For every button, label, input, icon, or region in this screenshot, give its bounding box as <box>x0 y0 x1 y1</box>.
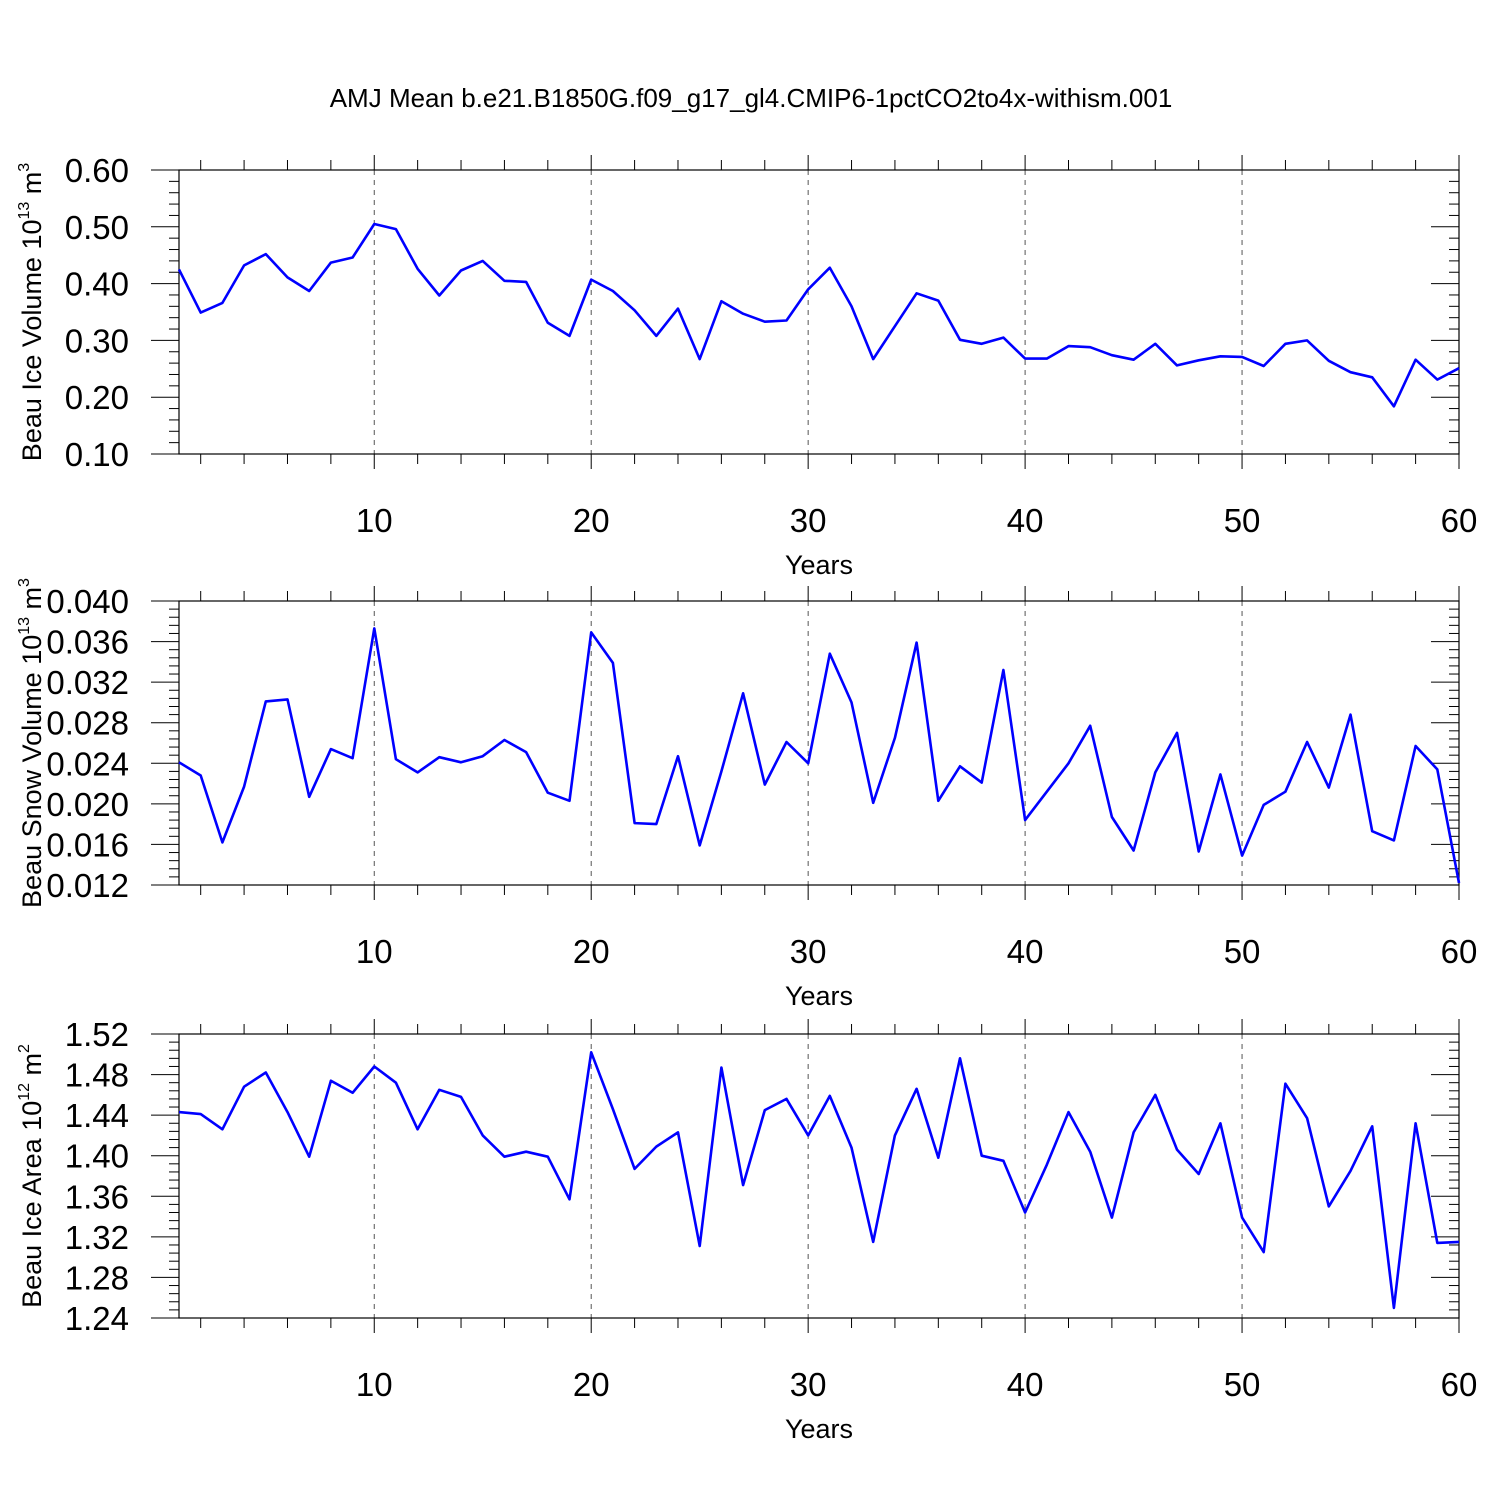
y-axis-label-exponent: 13 <box>16 202 33 220</box>
y-tick-label: 1.28 <box>65 1259 129 1296</box>
x-tick-label: 60 <box>1441 1366 1478 1403</box>
x-tick-label: 60 <box>1441 933 1478 970</box>
series-line <box>178 627 1461 884</box>
y-tick-label: 1.36 <box>65 1178 129 1215</box>
y-axis-label: Beau Snow Volume 1013 m3 <box>16 578 47 908</box>
plot-frame <box>178 169 1460 455</box>
x-tick-label: 40 <box>1007 933 1044 970</box>
x-tick-label: 10 <box>356 1366 393 1403</box>
y-tick-label: 0.012 <box>46 867 129 904</box>
x-tick-label: 10 <box>356 933 393 970</box>
y-tick-label: 1.52 <box>65 1016 129 1053</box>
y-axis-label-text: Beau Snow Volume 10 <box>17 635 47 908</box>
y-axis-label-unit: m <box>17 172 47 202</box>
x-tick-label: 50 <box>1224 502 1261 539</box>
y-axis-label: Beau Ice Area 1012 m2 <box>16 1044 47 1308</box>
x-tick-label: 20 <box>573 1366 610 1403</box>
y-tick-label: 1.24 <box>65 1300 129 1337</box>
x-tick-label: 40 <box>1007 502 1044 539</box>
y-axis-label-unit-exponent: 3 <box>16 578 33 587</box>
y-axis-label-unit: m <box>17 1053 47 1083</box>
y-axis-label-exponent: 13 <box>16 617 33 635</box>
x-axis-label: Years <box>785 981 853 1011</box>
chart-panels: 0.10 0.20 0.30 0.40 0.50 0.60 10 20 30 40 50 60 Year… <box>16 152 1477 1444</box>
y-tick-label: 0.040 <box>46 583 129 620</box>
y-tick-label: 1.32 <box>65 1219 129 1256</box>
x-axis-label: Years <box>785 550 853 580</box>
y-tick-label: 0.40 <box>65 266 129 303</box>
y-axis-label-text: Beau Ice Area 10 <box>17 1101 47 1308</box>
plot-frame <box>178 600 1460 886</box>
y-tick-label: 0.032 <box>46 664 129 701</box>
y-axis-label-unit-exponent: 3 <box>16 163 33 172</box>
x-tick-label: 60 <box>1441 502 1478 539</box>
x-tick-label: 20 <box>573 502 610 539</box>
y-tick-label: 1.44 <box>65 1097 129 1134</box>
y-tick-label: 0.10 <box>65 436 129 473</box>
panel-1: 0.10 0.20 0.30 0.40 0.50 0.60 10 20 30 40 50 60 Year… <box>16 152 1477 580</box>
x-tick-label: 10 <box>356 502 393 539</box>
y-tick-label: 0.50 <box>65 209 129 246</box>
x-tick-label: 40 <box>1007 1366 1044 1403</box>
chart-title: AMJ Mean b.e21.B1850G.f09_g17_gl4.CMIP6-… <box>330 83 1173 113</box>
y-tick-label: 1.40 <box>65 1138 129 1175</box>
y-axis-label-unit: m <box>17 587 47 617</box>
y-tick-label: 0.016 <box>46 826 129 863</box>
series-line <box>178 1051 1460 1310</box>
series-line <box>177 222 1460 408</box>
x-tick-label: 50 <box>1224 933 1261 970</box>
y-tick-label: 0.30 <box>65 322 129 359</box>
y-tick-label: 0.024 <box>46 745 129 782</box>
x-axis-label: Years <box>785 1414 853 1444</box>
panel-3: 1.24 1.281.32 1.361.40 1.441.48 1.52 10 20 30 40… <box>16 1016 1477 1444</box>
x-tick-label: 30 <box>790 502 827 539</box>
x-tick-label: 30 <box>790 933 827 970</box>
y-axis-label-text: Beau Ice Volume 10 <box>17 220 47 462</box>
y-axis-label: Beau Ice Volume 1013 m3 <box>16 163 47 461</box>
x-tick-label: 50 <box>1224 1366 1261 1403</box>
y-axis-label-unit-exponent: 2 <box>16 1044 33 1053</box>
y-tick-label: 1.48 <box>65 1057 129 1094</box>
y-axis-label-exponent: 12 <box>16 1083 33 1101</box>
y-tick-label: 0.20 <box>65 379 129 416</box>
y-tick-label: 0.60 <box>65 152 129 189</box>
plot-frame <box>178 1033 1460 1319</box>
x-tick-label: 20 <box>573 933 610 970</box>
x-tick-label: 30 <box>790 1366 827 1403</box>
y-tick-label: 0.020 <box>46 786 129 823</box>
y-tick-label: 0.036 <box>46 624 129 661</box>
y-tick-label: 0.028 <box>46 705 129 742</box>
